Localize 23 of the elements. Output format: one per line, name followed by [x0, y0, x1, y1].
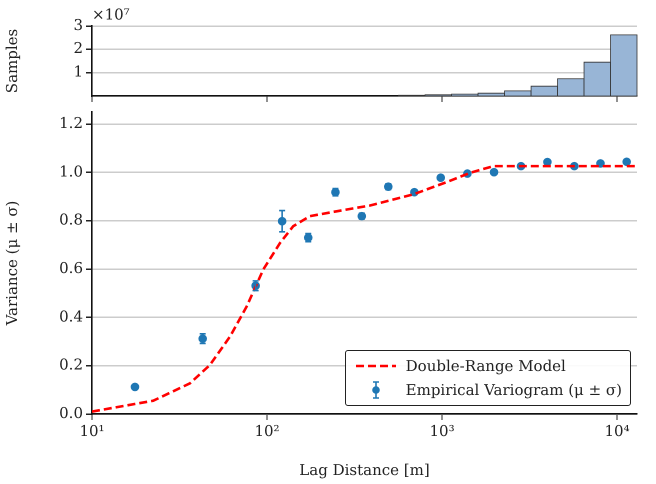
x-tick-label: 10² — [254, 422, 280, 440]
y-tick-label: 0.6 — [59, 258, 83, 277]
y-tick-label: 1.0 — [59, 162, 83, 180]
y-tick-label: 1 — [73, 62, 83, 81]
y-tick-label: 0.4 — [59, 307, 83, 326]
y-tick-label: 0.2 — [59, 356, 83, 374]
y-tick-label: 3 — [73, 16, 83, 34]
y-axis-title: Samples — [2, 28, 21, 94]
x-axis-title: Lag Distance [m] — [299, 460, 430, 479]
y-tick-label: 1.2 — [59, 114, 83, 132]
legend-label: Empirical Variogram (μ ± σ) — [406, 381, 622, 399]
text: ×10⁷ — [92, 5, 130, 24]
x-tick-label: 10³ — [429, 422, 455, 440]
y-axis-title: Variance (μ ± σ) — [2, 200, 21, 326]
y-tick-label: 2 — [73, 39, 83, 58]
point — [490, 168, 498, 176]
point — [622, 157, 631, 166]
x-tick-label: 10¹ — [79, 422, 105, 440]
x-tick-label: 10⁴ — [604, 422, 630, 440]
y-tick-label: 0.8 — [59, 210, 83, 229]
point — [436, 173, 446, 182]
legend-label: Double-Range Model — [406, 357, 566, 375]
y-tick-label: 0.0 — [59, 404, 83, 422]
